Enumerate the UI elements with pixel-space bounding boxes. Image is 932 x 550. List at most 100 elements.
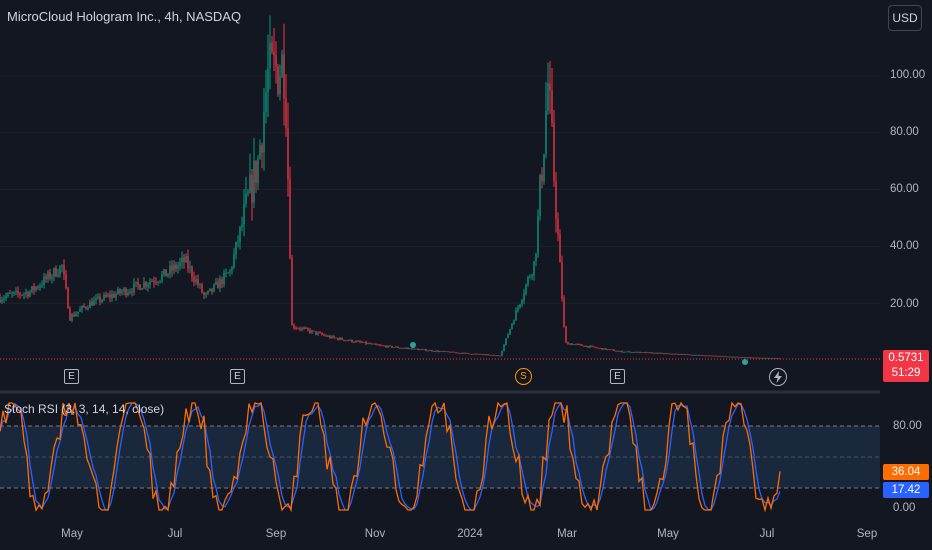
candle-body: [369, 343, 371, 345]
candle-body: [687, 354, 689, 356]
currency-button[interactable]: USD: [888, 5, 922, 31]
split-marker[interactable]: S: [515, 368, 532, 385]
candle-body: [697, 355, 699, 356]
candle-body: [325, 335, 327, 337]
candle-body: [381, 345, 383, 347]
candle-body: [215, 281, 217, 285]
candle-body: [665, 353, 667, 355]
candle-body: [255, 160, 257, 183]
candle-body: [327, 336, 329, 337]
candle-body: [329, 336, 331, 339]
candle-body: [129, 291, 131, 293]
candle-body: [183, 257, 185, 263]
candle-body: [245, 193, 247, 204]
candle-body: [605, 348, 607, 350]
candle-body: [155, 282, 157, 284]
candle-body: [729, 356, 731, 358]
candle-body: [647, 352, 649, 354]
candle-body: [179, 261, 181, 266]
candle-body: [409, 348, 411, 350]
symbol-title[interactable]: MicroCloud Hologram Inc., 4h, NASDAQ: [7, 9, 242, 24]
candle-body: [737, 356, 739, 358]
price-tick: 80.00: [890, 126, 919, 138]
candle-body: [161, 274, 163, 281]
candle-body: [503, 344, 505, 351]
candle-body: [695, 355, 697, 356]
candle-body: [495, 355, 497, 357]
candle-body: [175, 264, 177, 269]
earnings-marker[interactable]: E: [64, 369, 79, 384]
candle-body: [745, 357, 747, 359]
candle-body: [25, 292, 27, 294]
candle-body: [735, 356, 737, 358]
candle-body: [93, 300, 95, 306]
candle-body: [43, 276, 45, 286]
candle-body: [275, 55, 277, 67]
candle-body: [15, 290, 17, 293]
candle-body: [637, 351, 639, 353]
price-tick: 60.00: [890, 183, 919, 195]
candle-body: [13, 292, 15, 294]
candle-body: [201, 284, 203, 293]
candle-body: [631, 352, 633, 353]
candle-body: [623, 351, 625, 353]
candle-body: [763, 357, 765, 359]
candle-body: [499, 355, 501, 357]
candle-body: [171, 265, 173, 271]
candle-body: [483, 354, 485, 356]
candle-body: [83, 306, 85, 307]
candle-body: [63, 265, 65, 275]
candle-body: [213, 284, 215, 292]
candle-body: [49, 272, 51, 279]
candle-body: [127, 292, 129, 296]
stoch-tick: 0.00: [893, 502, 916, 514]
candle-body: [333, 336, 335, 338]
candle-body: [767, 357, 769, 359]
candle-body: [279, 76, 281, 95]
candle-body: [603, 348, 605, 350]
candle-body: [347, 340, 349, 342]
candle-body: [445, 351, 447, 353]
candle-body: [41, 285, 43, 286]
candle-body: [485, 354, 487, 356]
candle-body: [311, 330, 313, 333]
candle-body: [191, 266, 193, 278]
candle-body: [551, 90, 553, 123]
time-tick: Jul: [759, 528, 775, 540]
candle-body: [739, 357, 741, 358]
candle-body: [747, 357, 749, 359]
candle-body: [197, 279, 199, 286]
candle-body: [193, 277, 195, 282]
candle-body: [611, 349, 613, 351]
candle-body: [411, 348, 413, 350]
candle-body: [423, 349, 425, 351]
candle-body: [149, 281, 151, 285]
upcoming-event-marker[interactable]: [769, 368, 787, 386]
candle-body: [635, 351, 637, 353]
candle-body: [331, 336, 333, 339]
candle-body: [105, 294, 107, 297]
candle-body: [9, 293, 11, 294]
candle-body: [151, 281, 153, 283]
candle-body: [367, 343, 369, 345]
dividend-dot[interactable]: [410, 342, 416, 348]
candle-body: [425, 349, 427, 351]
candle-body: [309, 329, 311, 333]
candle-body: [663, 353, 665, 355]
candle-body: [581, 344, 583, 346]
candle-body: [119, 289, 121, 294]
candle-body: [429, 350, 431, 352]
candle-body: [467, 353, 469, 354]
candle-body: [391, 345, 393, 348]
candle-body: [205, 293, 207, 295]
candle-body: [743, 357, 745, 359]
candle-body: [541, 175, 543, 182]
candle-body: [243, 203, 245, 225]
candle-body: [103, 294, 105, 300]
indicator-legend[interactable]: Stoch RSI (3, 3, 14, 14, close): [4, 402, 165, 416]
earnings-marker[interactable]: E: [610, 369, 625, 384]
dividend-dot[interactable]: [742, 359, 748, 365]
earnings-marker[interactable]: E: [230, 369, 245, 384]
candle-body: [699, 355, 701, 356]
